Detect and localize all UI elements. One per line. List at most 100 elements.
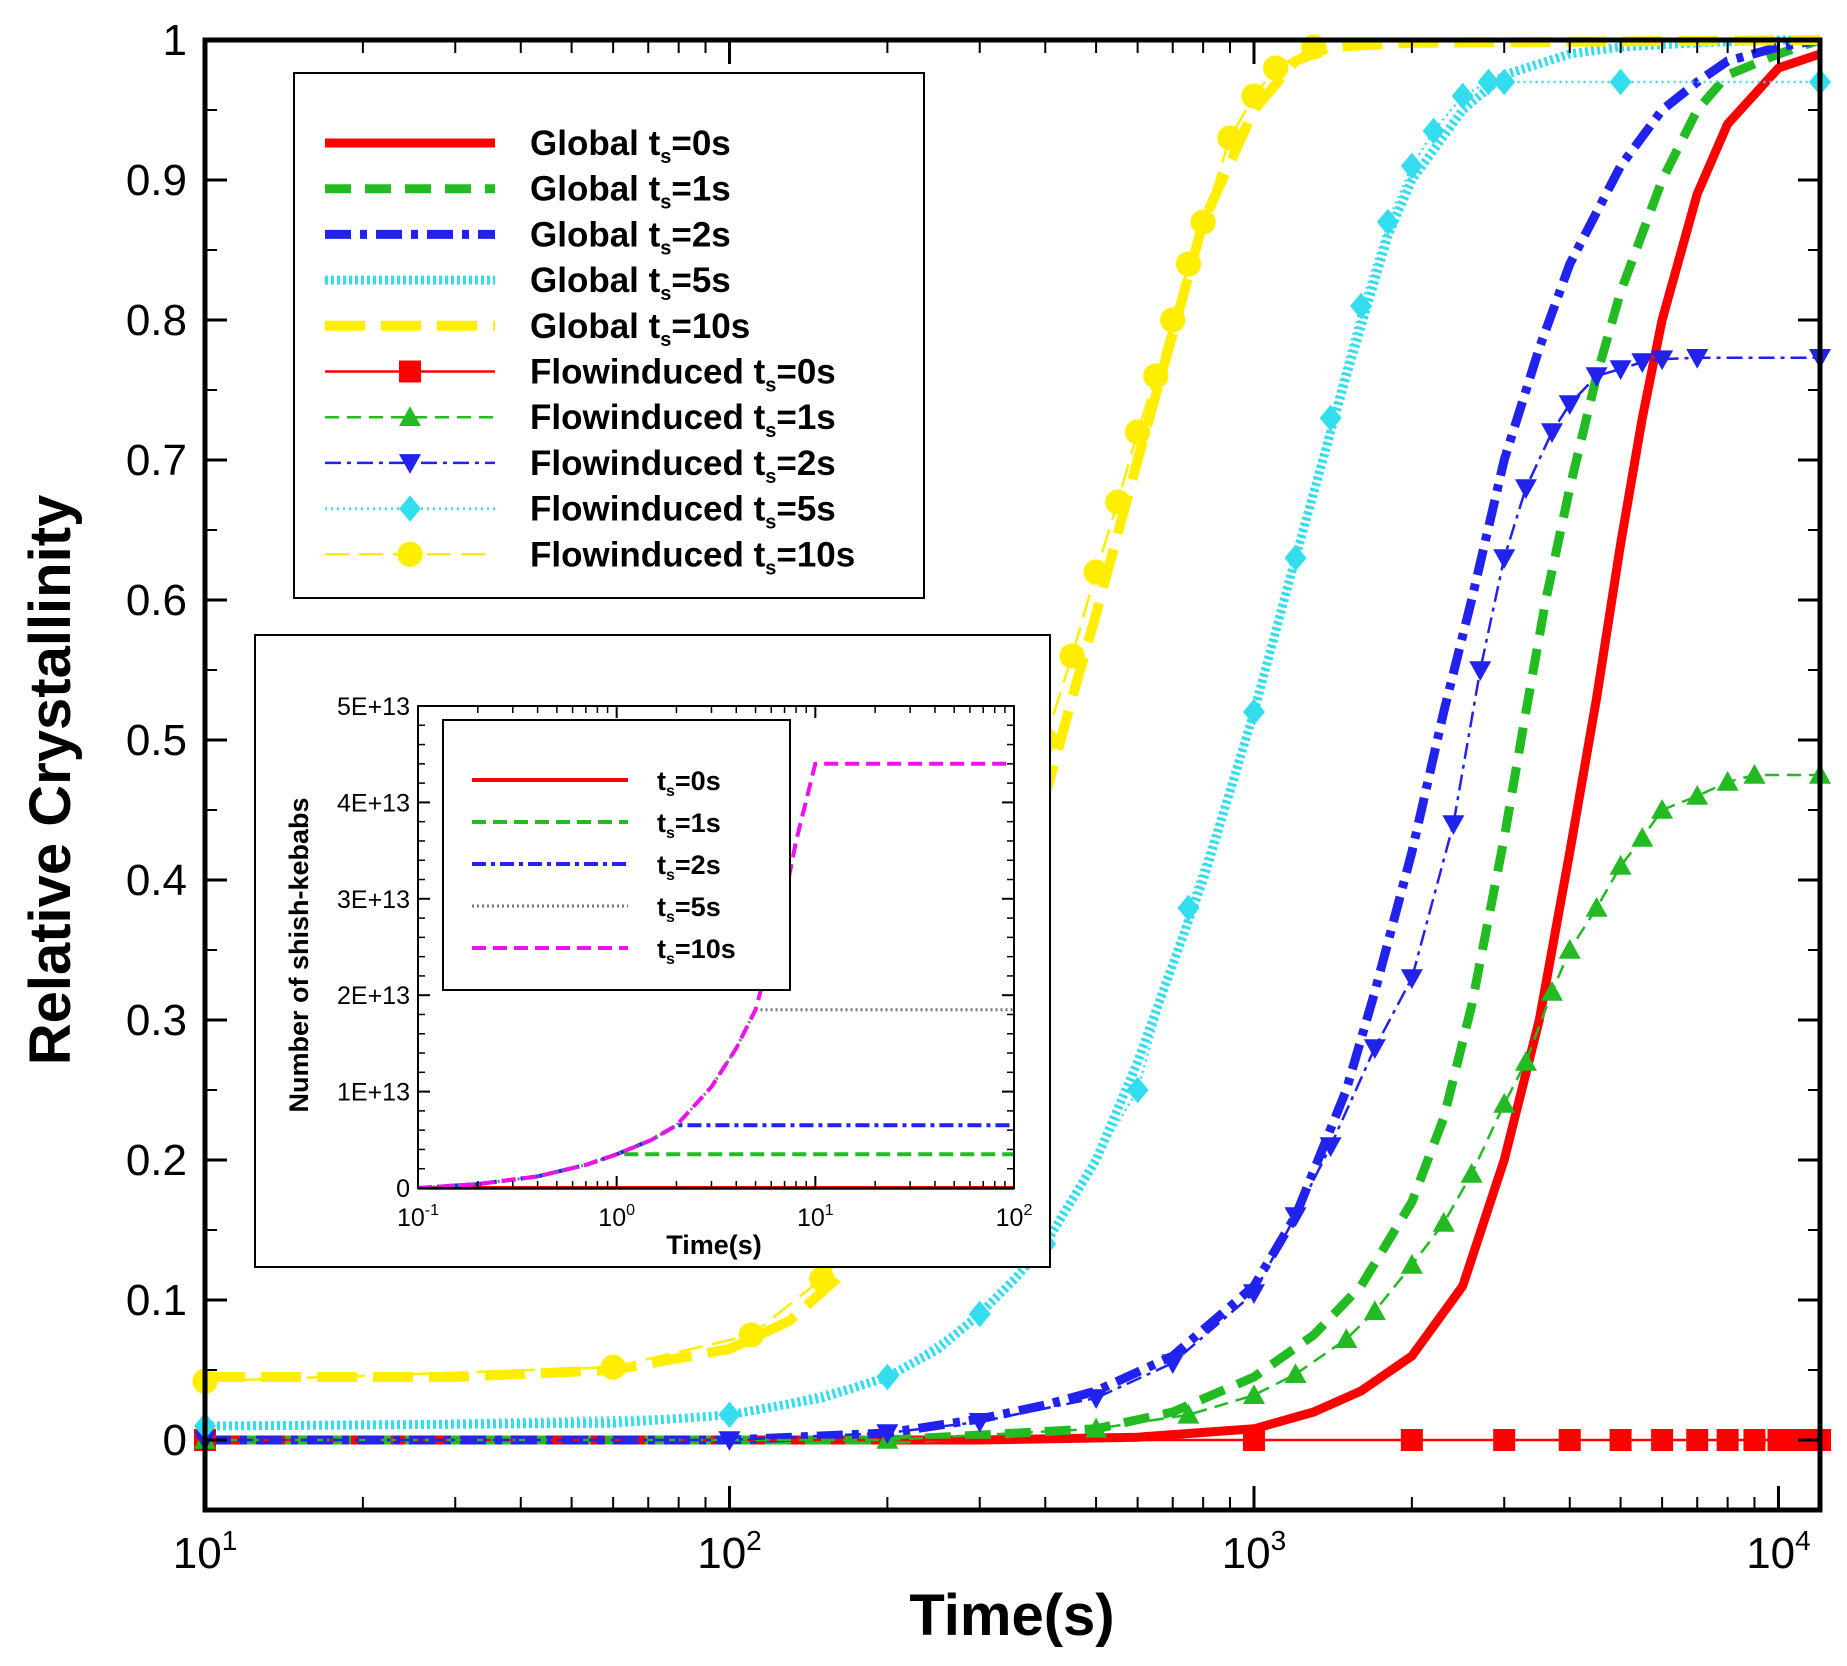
marker-flowinduced-ts-5s [1422, 117, 1445, 145]
x-tick-label: 104 [1746, 1525, 1811, 1578]
x-tick-label: 103 [1222, 1525, 1287, 1578]
marker-flowinduced-ts-2s [1442, 815, 1465, 835]
marker-flowinduced-ts-2s [1363, 1039, 1386, 1059]
marker-flowinduced-ts-2s [1085, 1389, 1108, 1409]
marker-flowinduced-ts-1s [1716, 771, 1739, 791]
inset-legend-label-ts-10s: ts=10s [657, 934, 736, 968]
legend-label-global-ts-1s: Global ts=1s [530, 170, 731, 214]
marker-flowinduced-ts-0s [1493, 1429, 1516, 1451]
marker-flowinduced-ts-5s [1177, 894, 1200, 922]
inset-y-tick-label: 2E+13 [337, 982, 410, 1010]
marker-flowinduced-ts-5s [1609, 68, 1632, 96]
marker-flowinduced-ts-2s [1400, 969, 1423, 989]
legend-marker-flowinduced-ts-5s [399, 495, 421, 522]
inset-legend-label-ts-5s: ts=5s [657, 892, 721, 926]
marker-flowinduced-ts-1s [1400, 1254, 1423, 1274]
marker-flowinduced-ts-1s [1585, 897, 1608, 917]
y-tick-label: 0.9 [126, 156, 187, 205]
legend-label-global-ts-5s: Global ts=5s [530, 261, 731, 305]
inset-x-tick-label: 101 [797, 1202, 834, 1232]
inset-y-tick-label: 5E+13 [337, 693, 410, 721]
inset-legend-box [442, 719, 791, 991]
main-x-axis-title: Time(s) [909, 1583, 1114, 1648]
marker-flowinduced-ts-1s [1363, 1300, 1386, 1320]
marker-flowinduced-ts-5s [1242, 698, 1265, 726]
x-tick-label: 102 [697, 1525, 762, 1578]
marker-flowinduced-ts-0s [1716, 1429, 1739, 1451]
marker-flowinduced-ts-1s [1540, 981, 1563, 1001]
inset-y-tick-label: 3E+13 [337, 886, 410, 914]
series-line-global-ts-5s [204, 35, 1820, 1431]
marker-flowinduced-ts-5s [1319, 404, 1342, 432]
inset-x-tick-label: 100 [598, 1202, 635, 1232]
marker-flowinduced-ts-10s [1059, 643, 1085, 669]
marker-flowinduced-ts-10s [600, 1354, 626, 1380]
marker-flowinduced-ts-2s [1469, 661, 1492, 681]
marker-flowinduced-ts-10s [1217, 125, 1243, 151]
marker-flowinduced-ts-10s [1190, 209, 1216, 235]
marker-flowinduced-ts-2s [876, 1424, 899, 1444]
marker-flowinduced-ts-0s [1686, 1429, 1709, 1451]
main-legend-box [293, 72, 925, 599]
marker-flowinduced-ts-10s [1124, 419, 1151, 445]
series-line-global-ts-2s [205, 35, 1821, 1445]
y-tick-label: 0 [163, 1416, 187, 1465]
marker-flowinduced-ts-2s [718, 1431, 741, 1451]
inset-x-tick-label: 102 [996, 1202, 1033, 1232]
legend-label-flowinduced-ts-10s: Flowinduced ts=10s [530, 535, 855, 579]
marker-flowinduced-ts-1s [1631, 827, 1654, 847]
legend-marker-flowinduced-ts-0s [399, 360, 421, 383]
marker-flowinduced-ts-10s [809, 1266, 835, 1292]
marker-flowinduced-ts-2s [1242, 1284, 1265, 1304]
y-tick-label: 0.7 [126, 436, 187, 485]
marker-flowinduced-ts-10s [1175, 251, 1202, 277]
marker-flowinduced-ts-1s [1686, 785, 1709, 805]
marker-flowinduced-ts-2s [1540, 423, 1563, 443]
marker-flowinduced-ts-5s [1284, 544, 1307, 572]
legend-label-flowinduced-ts-1s: Flowinduced ts=1s [530, 398, 836, 442]
y-tick-label: 0.8 [126, 296, 187, 345]
y-tick-label: 0.6 [126, 576, 187, 625]
marker-flowinduced-ts-1s [1651, 799, 1674, 819]
marker-flowinduced-ts-1s [1284, 1363, 1307, 1383]
marker-flowinduced-ts-1s [1177, 1403, 1200, 1424]
marker-flowinduced-ts-1s [1743, 764, 1766, 784]
series-line-global-ts-0s [205, 49, 1822, 1445]
marker-flowinduced-ts-10s [1160, 307, 1186, 333]
inset-legend-label-ts-2s: ts=2s [657, 850, 721, 884]
inset-series-line-ts-10s [417, 761, 1014, 1190]
marker-flowinduced-ts-2s [1558, 395, 1581, 415]
x-tick-label: 101 [173, 1525, 238, 1578]
legend-label-flowinduced-ts-0s: Flowinduced ts=0s [530, 353, 836, 397]
marker-flowinduced-ts-5s [876, 1363, 899, 1391]
marker-flowinduced-ts-1s [1085, 1417, 1108, 1438]
marker-flowinduced-ts-2s [1631, 353, 1654, 373]
marker-flowinduced-ts-1s [1558, 939, 1581, 959]
inset-x-tick-label: 10-1 [397, 1202, 439, 1232]
inset-axis-ticks: 0 1E+13 2E+13 3E+13 4E+13 5E+13 10-1 100 101 102 [337, 693, 1032, 1232]
inset-legend-label-ts-0s: ts=0s [657, 766, 721, 800]
y-tick-label: 0.3 [126, 996, 187, 1045]
marker-flowinduced-ts-10s [1105, 489, 1131, 515]
marker-flowinduced-ts-1s [1432, 1212, 1455, 1232]
main-y-axis-title: Relative Crystallinity [18, 495, 83, 1066]
marker-flowinduced-ts-1s [1609, 855, 1632, 875]
inset-y-tick-label: 1E+13 [337, 1079, 410, 1107]
y-tick-label: 0.4 [126, 856, 187, 905]
marker-flowinduced-ts-2s [968, 1413, 991, 1433]
marker-flowinduced-ts-5s [1451, 82, 1474, 110]
marker-flowinduced-ts-2s [1585, 367, 1608, 387]
legend-label-global-ts-10s: Global ts=10s [530, 307, 750, 351]
marker-flowinduced-ts-5s [1477, 68, 1500, 96]
legend-label-flowinduced-ts-5s: Flowinduced ts=5s [530, 490, 836, 534]
marker-flowinduced-ts-10s [1143, 363, 1169, 389]
marker-flowinduced-ts-2s [1284, 1207, 1307, 1227]
marker-flowinduced-ts-1s [1335, 1328, 1358, 1348]
marker-flowinduced-ts-5s [1350, 292, 1373, 320]
legend-marker-flowinduced-ts-10s [397, 541, 423, 567]
marker-flowinduced-ts-0s [1400, 1429, 1423, 1451]
legend-label-global-ts-0s: Global ts=0s [530, 124, 731, 168]
legend-marker-flowinduced-ts-2s [399, 454, 421, 474]
